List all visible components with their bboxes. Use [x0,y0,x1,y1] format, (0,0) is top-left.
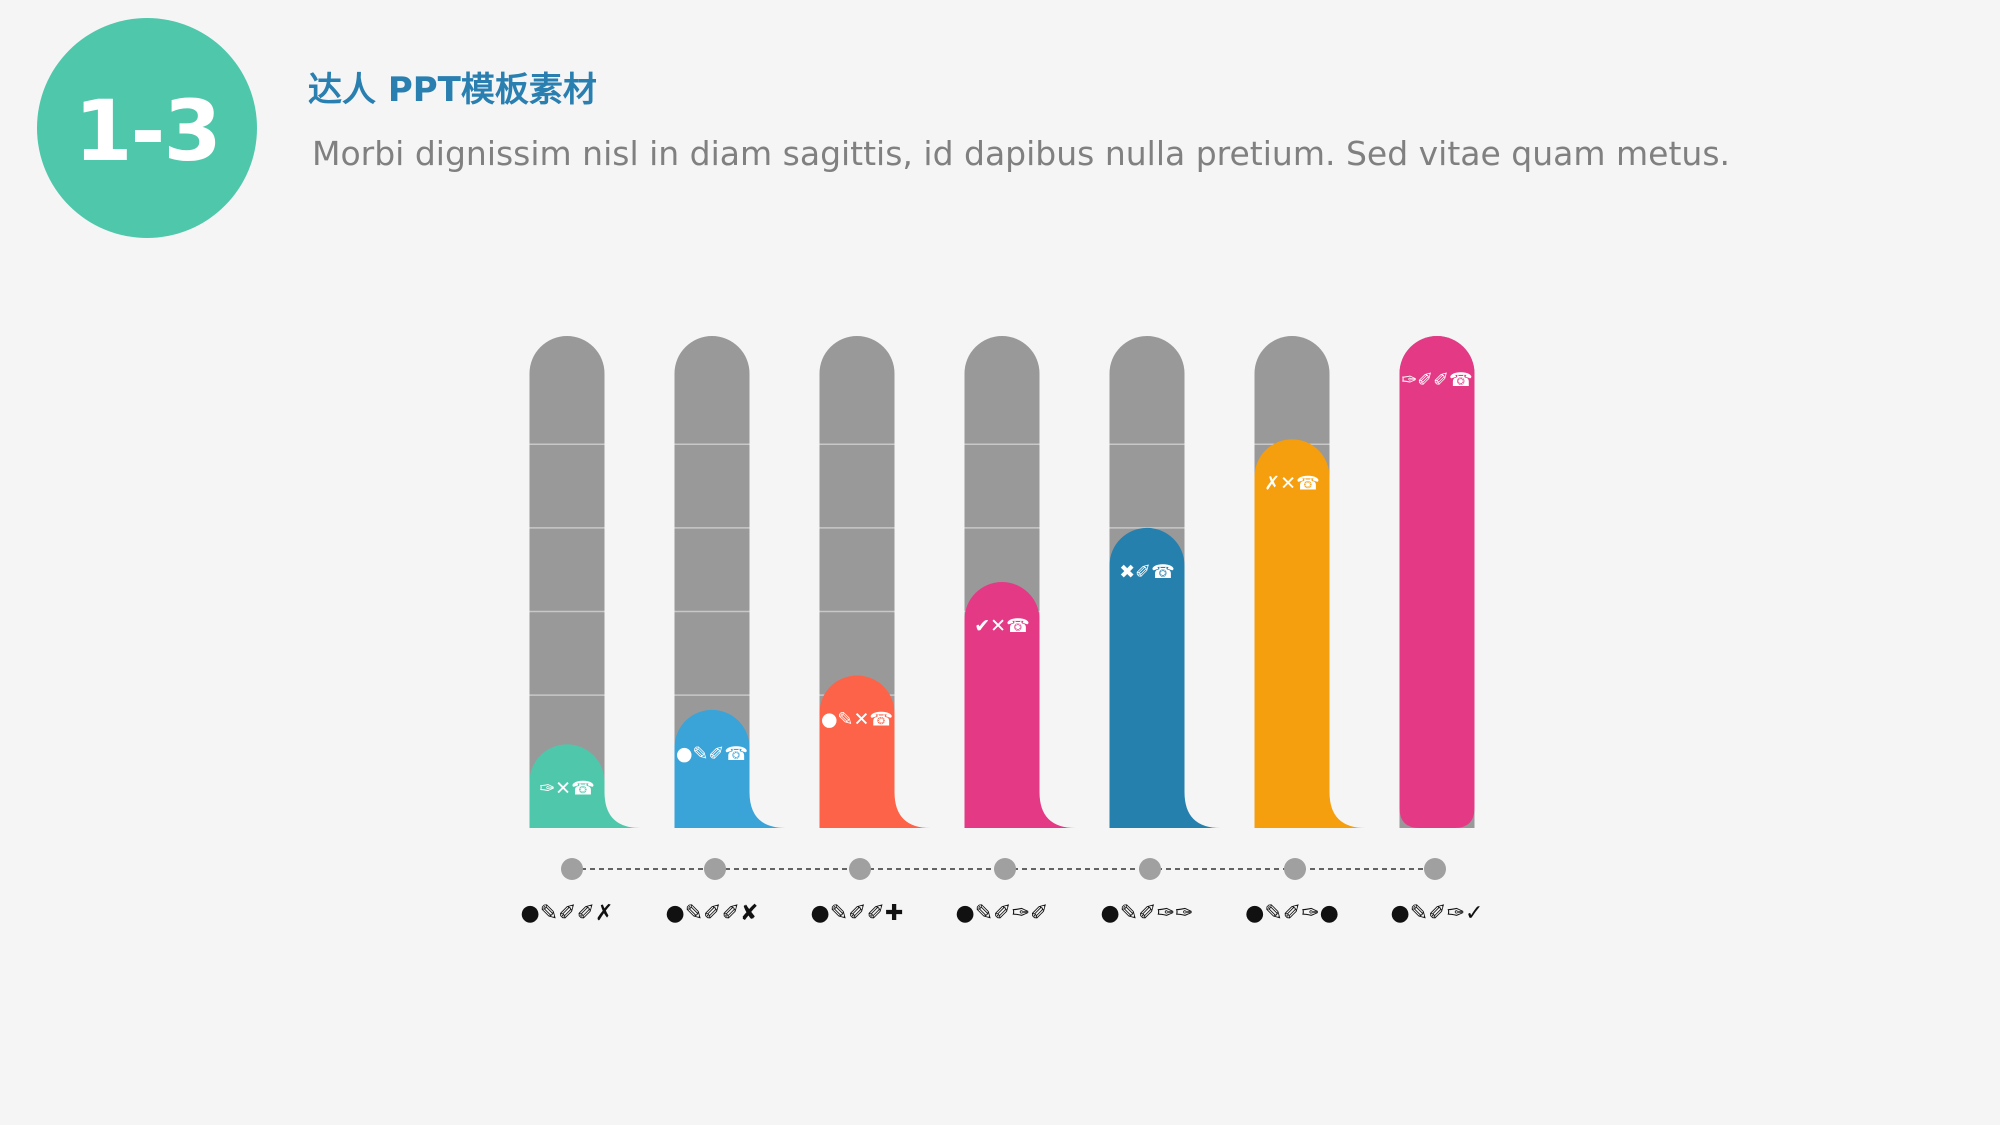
bar [819,675,931,828]
timeline-dot [1424,858,1446,880]
bar-track [529,336,605,828]
bar [1254,439,1366,828]
category-label: ●✎✐✑✓ [1391,901,1484,926]
section-badge: 1-3 [37,18,257,238]
bar-value-label: ●✎✕☎ [821,708,893,730]
bar-value-label: ✗✕☎ [1264,472,1320,494]
timeline-dot [994,858,1016,880]
slide-title: 达人 PPT模板素材 [308,70,597,110]
timeline-dot [1284,858,1306,880]
bar [1109,527,1221,828]
bar [674,709,786,828]
bar-track [674,336,750,828]
slide-subtitle: Morbi dignissim nisl in diam sagittis, i… [312,134,1731,173]
bar-value-label: ✑✕☎ [539,777,595,799]
category-label: ●✎✐✑● [1245,901,1339,926]
bar-value-label: ●✎✐☎ [676,743,748,765]
bar-value-label: ✔✕☎ [974,615,1030,637]
timeline-dot [849,858,871,880]
timeline-dot [1139,858,1161,880]
category-label: ●✎✐✑✐ [956,901,1049,926]
bar-value-label: ✖✐☎ [1119,561,1175,583]
timeline-dot [561,858,583,880]
bar-value-label: ✑✐✐☎ [1401,369,1472,391]
bar [964,582,1076,828]
section-number: 1-3 [74,82,222,180]
category-label: ●✎✐✐✘ [666,901,759,926]
category-label: ●✎✐✑✑ [1101,901,1194,926]
category-label: ●✎✐✐✚ [811,901,904,926]
bar [1399,336,1475,828]
bar [529,744,641,828]
timeline-dot [704,858,726,880]
category-label: ●✎✐✐✗ [521,901,614,926]
